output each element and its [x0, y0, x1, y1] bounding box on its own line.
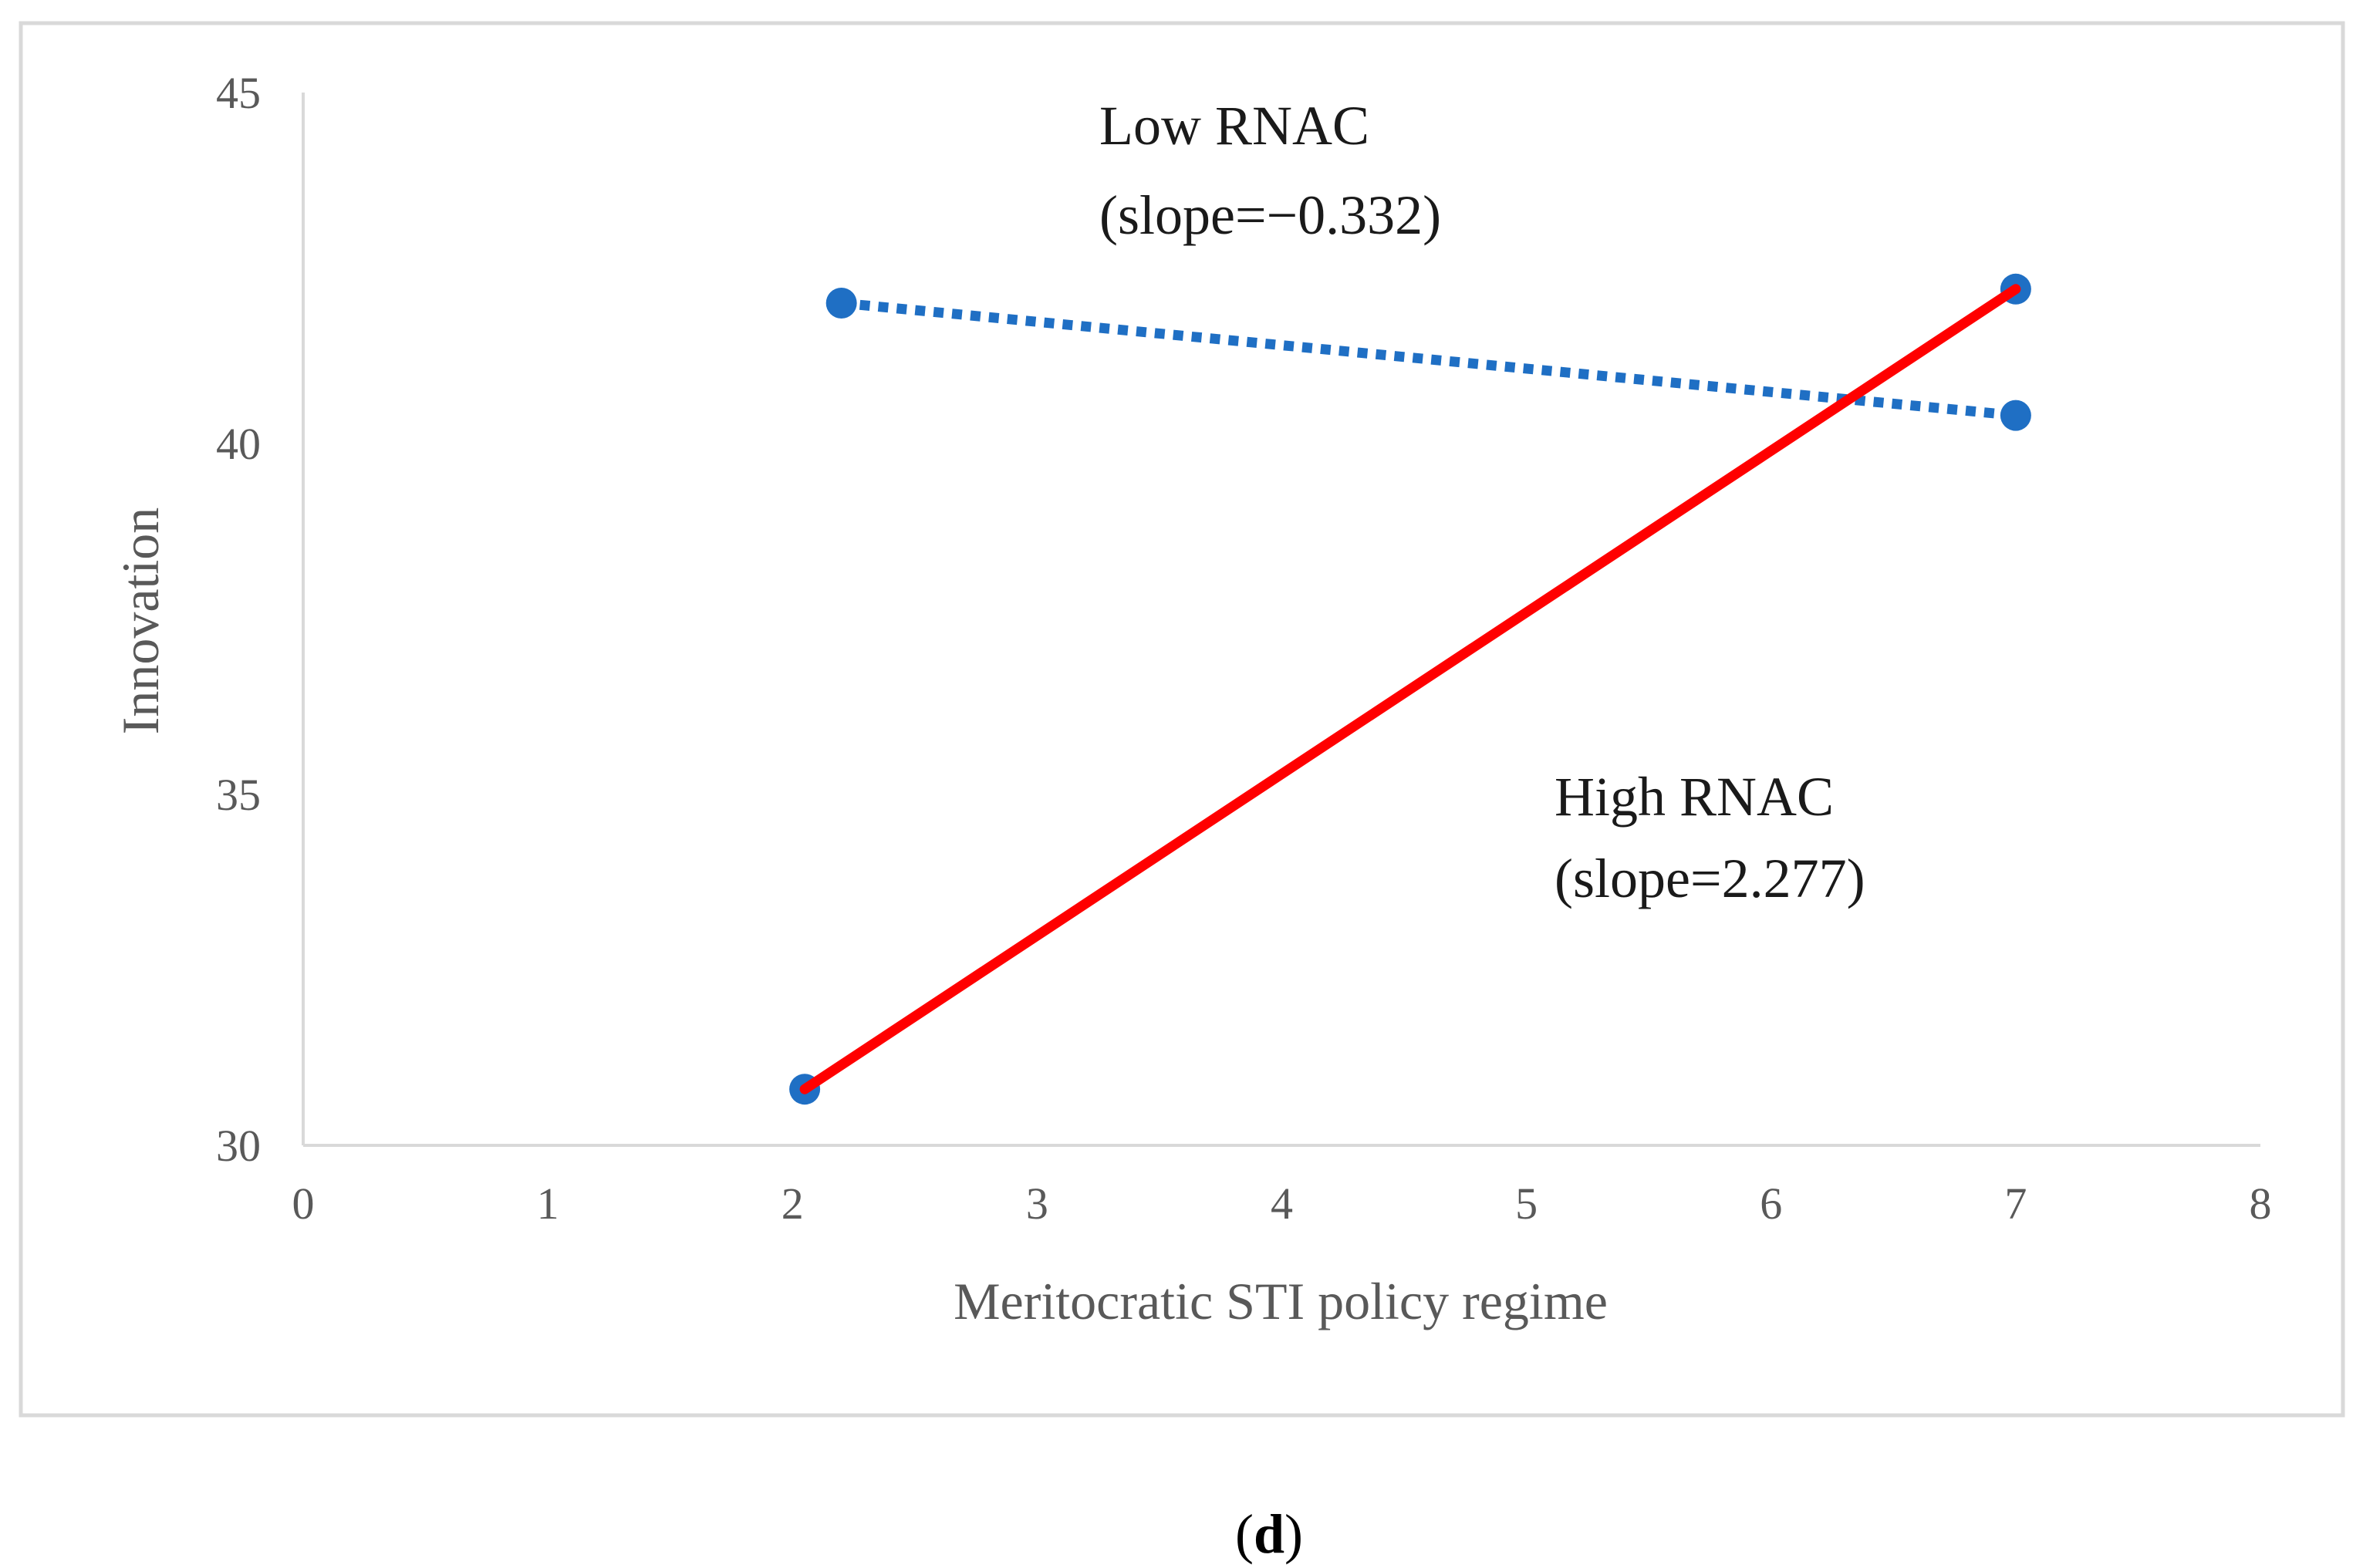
- series-layer: [789, 273, 2031, 1105]
- x-tick-label-4: 4: [1271, 1179, 1293, 1229]
- low-rnac-annotation: Low RNAC (slope=−0.332): [1099, 95, 1441, 246]
- low-rnac-line: [841, 298, 2017, 421]
- y-tick-label-40: 40: [216, 419, 261, 469]
- x-tick-label-1: 1: [537, 1179, 559, 1229]
- x-tick-label-0: 0: [292, 1179, 315, 1229]
- x-tick-label-2: 2: [781, 1179, 804, 1229]
- y-tick-labels: 30 35 40 45: [216, 68, 261, 1171]
- high-rnac-annotation: High RNAC (slope=2.277): [1555, 766, 1865, 909]
- y-tick-label-45: 45: [216, 68, 261, 118]
- low-rnac-point-1: [825, 288, 857, 319]
- y-axis-title: Innovation: [111, 507, 170, 735]
- chart-frame: [19, 21, 2345, 1418]
- high-rnac-slope: (slope=2.277): [1555, 848, 1865, 909]
- y-tick-label-35: 35: [216, 770, 261, 820]
- figure-caption: (d): [1235, 1503, 1303, 1565]
- x-tick-label-8: 8: [2250, 1179, 2272, 1229]
- x-tick-label-5: 5: [1515, 1179, 1538, 1229]
- x-tick-label-3: 3: [1026, 1179, 1048, 1229]
- caption-open-paren: (: [1235, 1503, 1254, 1565]
- x-tick-label-7: 7: [2004, 1179, 2027, 1229]
- axes: [302, 93, 2260, 1147]
- x-tick-labels: 0 1 2 3 4 5 6 7 8: [292, 1179, 2272, 1229]
- x-tick-label-6: 6: [1760, 1179, 1782, 1229]
- high-rnac-line: [799, 284, 2021, 1094]
- caption-letter: d: [1254, 1503, 1284, 1565]
- series-high-rnac: [789, 273, 2031, 1105]
- x-axis-title: Meritocratic STI policy regime: [954, 1272, 1608, 1330]
- y-tick-label-30: 30: [216, 1121, 261, 1171]
- caption-close-paren: ): [1284, 1503, 1303, 1565]
- series-low-rnac: [825, 288, 2031, 431]
- low-rnac-label: Low RNAC: [1099, 95, 1369, 157]
- low-rnac-point-2: [2000, 400, 2031, 431]
- high-rnac-label: High RNAC: [1555, 766, 1834, 828]
- low-rnac-slope: (slope=−0.332): [1099, 184, 1441, 246]
